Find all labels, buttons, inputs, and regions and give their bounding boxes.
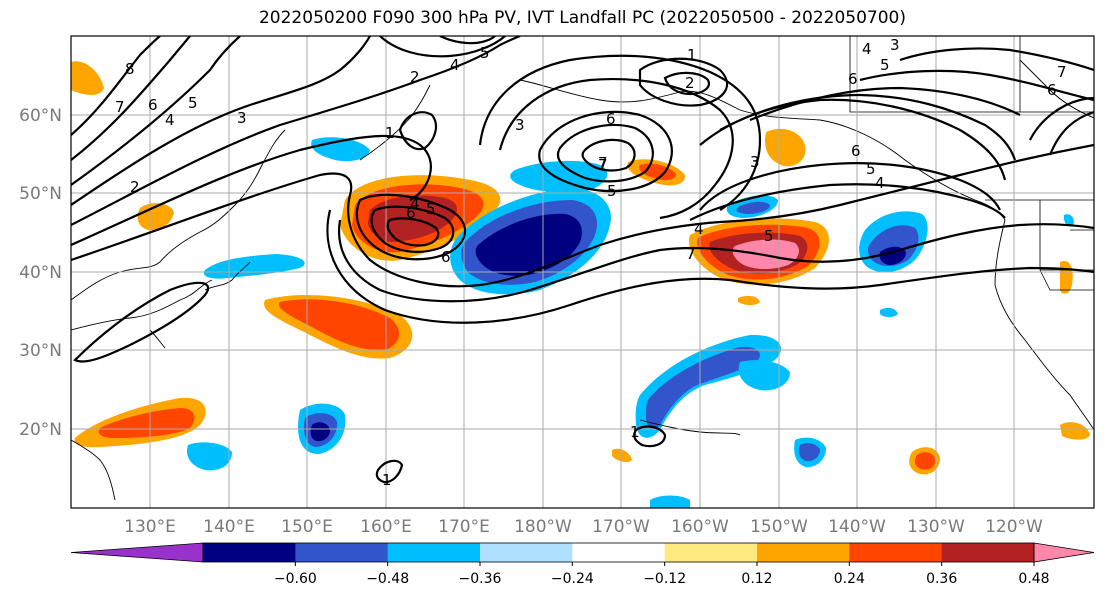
colorbar-swatch [203,543,296,562]
lat-label: 40°N [19,263,62,283]
lon-label: 130°W [907,517,965,537]
lon-label: 150°E [281,517,333,537]
contour-label: 8 [125,60,135,78]
colorbar-tick-label: 0.48 [1018,571,1049,587]
contour-label: 4 [862,40,872,58]
contour-label: 4 [165,111,175,129]
contour-label: 4 [875,174,885,192]
contour-label: 5 [188,94,198,112]
colorbar-swatch [941,543,1035,562]
lon-label: 140°E [203,517,255,537]
colorbar-swatch [849,543,943,562]
contour-label: 6 [606,110,616,128]
colorbar-tick-label: −0.36 [459,571,502,587]
contour-label: 7 [1057,63,1067,81]
lon-label: 170°W [592,517,650,537]
contour-label: 3 [750,153,760,171]
contour-label: 2 [130,178,140,196]
contour-label: 7 [598,156,608,174]
contour-label: 1 [630,423,640,441]
pv-contours [71,36,1094,484]
colorbar-tick-label: −0.12 [643,571,686,587]
contour-label: 3 [515,116,525,134]
colorbar-swatch [295,543,389,562]
contour-label: 4 [450,56,460,74]
contour-label: 1 [687,46,697,64]
lat-label: 60°N [19,106,62,126]
contour-label: 7 [686,245,696,263]
contour-label: 6 [441,248,451,266]
colorbar-tick-label: 0.36 [926,571,957,587]
lon-label: 170°E [438,517,490,537]
lat-label: 50°N [19,184,62,204]
contour-label: 5 [426,200,436,218]
colorbar-tick-label: −0.48 [366,571,409,587]
contour-label: 5 [607,182,617,200]
contour-label: 7 [598,154,608,172]
contour-label: 3 [237,109,247,127]
lon-label: 160°W [671,517,729,537]
colorbar: −0.60 −0.48 −0.36 −0.24 −0.12 0.12 0.24 0.36 0.4… [70,542,1095,587]
colorbar-extend-low [70,542,204,563]
longitude-labels: 130°E 140°E 150°E 160°E 170°E 180°W 170°… [124,517,1043,537]
lat-label: 30°N [19,341,62,361]
lon-label: 150°W [750,517,808,537]
colorbar-swatch [664,543,758,562]
colorbar-swatch [387,543,481,562]
colorbar-tick-label: −0.24 [551,571,594,587]
contour-label: 6 [851,142,861,160]
contour-label: 5 [764,227,774,245]
contour-label: 7 [115,98,125,116]
contour-label: 6 [406,204,416,222]
plot-frame [70,35,1095,509]
colorbar-extend-high [1033,542,1095,563]
contour-label: 5 [480,44,490,62]
contour-label: 5 [880,56,890,74]
contour-label: 1 [385,124,395,142]
contour-labels: 8 7 6 5 4 3 2 1 4 5 3 2 6 7 5 6 4 5 7 3 … [115,36,1067,489]
lon-label: 120°W [985,517,1043,537]
contour-label: 1 [382,471,392,489]
contour-label: 2 [410,68,420,86]
colorbar-frame [202,542,1035,563]
contour-label: 4 [410,195,420,213]
contour-label: 6 [148,96,158,114]
colorbar-swatch [480,543,573,562]
contour-label: 3 [890,36,900,54]
lon-label: 130°E [124,517,176,537]
colorbar-swatch [757,543,850,562]
colorbar-tick-label: 0.12 [741,571,772,587]
colorbar-swatch [572,543,666,562]
contour-label: 4 [694,220,704,238]
contour-label: 6 [848,70,858,88]
shading-layer [71,61,1090,508]
contour-label: 5 [866,160,876,178]
map-title: 2022050200 F090 300 hPa PV, IVT Landfall… [258,8,906,28]
colorbar-tick-label: −0.60 [274,571,317,587]
colorbar-tick-label: 0.24 [834,571,865,587]
contour-label: 2 [685,74,695,92]
contour-label: 6 [1047,81,1057,99]
lon-label: 180°W [514,517,572,537]
latitude-labels: 60°N 50°N 40°N 30°N 20°N [19,106,62,440]
lon-label: 160°E [360,517,412,537]
lat-label: 20°N [19,420,62,440]
lon-label: 140°W [828,517,886,537]
